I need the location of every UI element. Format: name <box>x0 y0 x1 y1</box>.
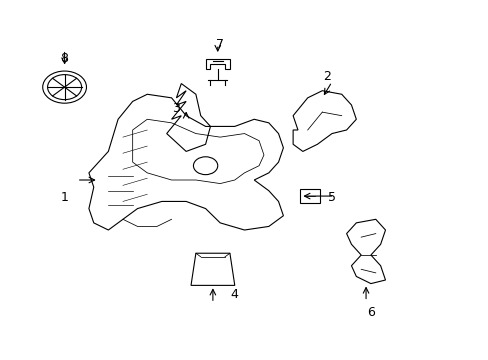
Text: 7: 7 <box>216 38 224 51</box>
Text: 1: 1 <box>61 192 68 204</box>
Text: 3: 3 <box>172 102 180 115</box>
Text: 6: 6 <box>366 306 374 319</box>
Text: 5: 5 <box>327 192 335 204</box>
Text: 2: 2 <box>323 70 330 83</box>
Text: 8: 8 <box>61 52 68 65</box>
Text: 4: 4 <box>230 288 238 301</box>
